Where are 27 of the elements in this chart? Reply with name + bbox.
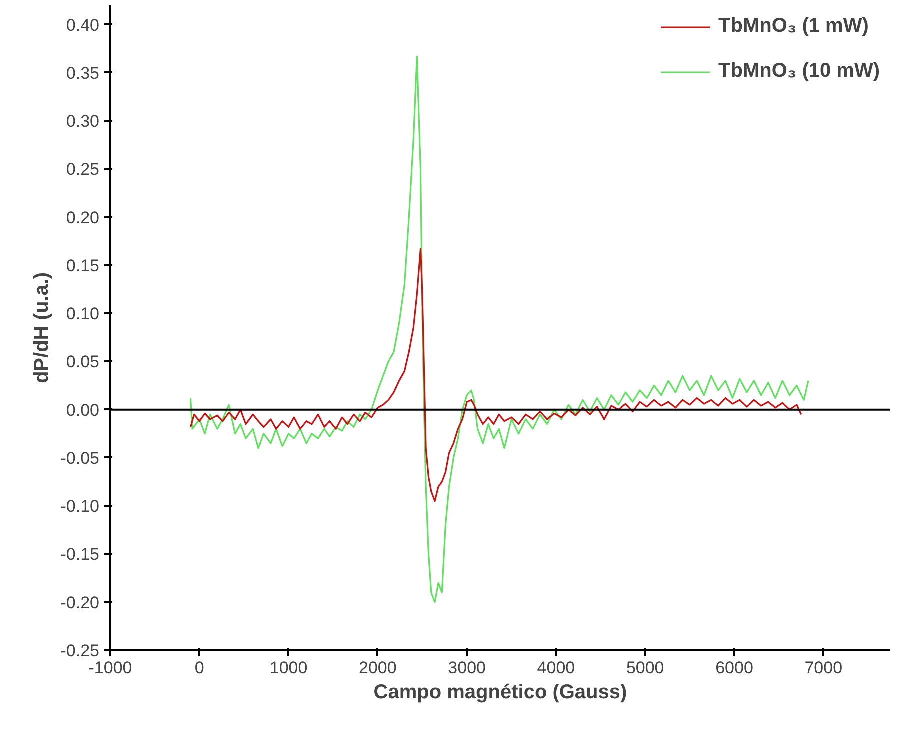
x-tick-label: 5000: [626, 658, 664, 678]
y-tick-label: 0.05: [66, 352, 100, 372]
y-tick-label: 0.30: [66, 112, 100, 132]
x-tick-label: 4000: [537, 658, 576, 678]
y-axis-title: dP/dH (u.a.): [30, 272, 53, 384]
y-tick-label: -0.05: [60, 448, 100, 468]
y-tick-label: -0.20: [60, 593, 100, 612]
x-tick-label: 3000: [448, 658, 486, 678]
legend-label: TbMnO₃ (10 mW): [718, 60, 880, 83]
y-tick-label: -0.25: [60, 642, 100, 660]
y-tick-label: 0.35: [66, 64, 100, 83]
y-tick-label: -0.15: [60, 545, 100, 564]
x-tick-label: -1000: [88, 658, 132, 678]
x-tick-label: 7000: [804, 658, 843, 678]
x-tick-label: 2000: [359, 658, 397, 678]
y-tick-label: 0.10: [66, 304, 100, 324]
x-tick-label: 6000: [716, 658, 754, 678]
y-tick-label: 0.25: [66, 160, 100, 180]
x-tick-label: 1000: [270, 658, 308, 678]
x-axis-title: Campo magnético (Gauss): [374, 682, 628, 704]
y-tick-label: 0.20: [66, 208, 100, 228]
y-tick-label: 0.00: [66, 400, 100, 420]
y-tick-label: 0.40: [66, 16, 100, 35]
legend-label: TbMnO₃ (1 mW): [718, 15, 869, 38]
x-tick-label: 0: [194, 658, 204, 678]
y-tick-label: -0.10: [60, 497, 100, 516]
y-tick-label: 0.15: [66, 256, 100, 276]
